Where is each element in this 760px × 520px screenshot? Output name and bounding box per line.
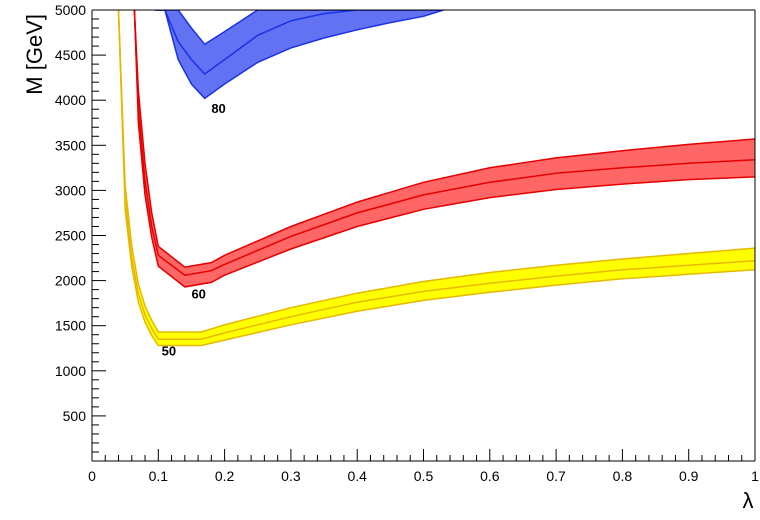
x-tick-label: 0.1 — [149, 468, 169, 484]
band-50-upper-line — [117, 10, 755, 333]
x-tick-label: 0 — [88, 468, 96, 484]
band-60-central-line — [133, 10, 755, 276]
x-tick-label: 1 — [751, 468, 759, 484]
y-tick-label: 4500 — [55, 47, 86, 63]
y-tick-label: 3500 — [55, 137, 86, 153]
y-tick-label: 3000 — [55, 182, 86, 198]
y-axis-title: M [GeV] — [22, 14, 47, 95]
x-tick-label: 0.7 — [546, 468, 566, 484]
x-tick-label: 0.8 — [613, 468, 633, 484]
y-tick-label: 5000 — [55, 2, 86, 18]
x-tick-label: 0.9 — [679, 468, 699, 484]
band-label-60: 60 — [191, 287, 205, 302]
band-50-lower-line — [117, 10, 755, 347]
y-tick-label: 2000 — [55, 273, 86, 289]
axes-group: 0 0.1 0.2 0.3 0.4 0.5 0.6 0.7 0.8 0.9 150010001500… — [55, 2, 759, 484]
x-tick-label: 0.4 — [347, 468, 367, 484]
y-tick-label: 500 — [63, 408, 87, 424]
band-60-lower-line — [133, 10, 755, 288]
y-tick-label: 1000 — [55, 363, 86, 379]
bands-group — [117, 10, 755, 347]
x-tick-label: 0.5 — [414, 468, 434, 484]
x-tick-label: 0.3 — [281, 468, 301, 484]
y-tick-label: 2500 — [55, 228, 86, 244]
band-80-lower-line — [155, 10, 444, 100]
band-60-upper-line — [133, 10, 755, 268]
band-50-central-line — [117, 10, 755, 340]
band-label-80: 80 — [211, 101, 225, 116]
x-tick-label: 0.6 — [480, 468, 500, 484]
y-tick-label: 4000 — [55, 92, 86, 108]
band-labels-group: 50 60 80 — [162, 101, 226, 359]
y-tick-label: 1500 — [55, 318, 86, 334]
x-tick-label: 0.2 — [215, 468, 235, 484]
x-axis-title: λ — [743, 488, 754, 513]
band-80-fill — [155, 10, 444, 99]
band-label-50: 50 — [162, 343, 176, 358]
band-80-central-line — [155, 10, 444, 75]
